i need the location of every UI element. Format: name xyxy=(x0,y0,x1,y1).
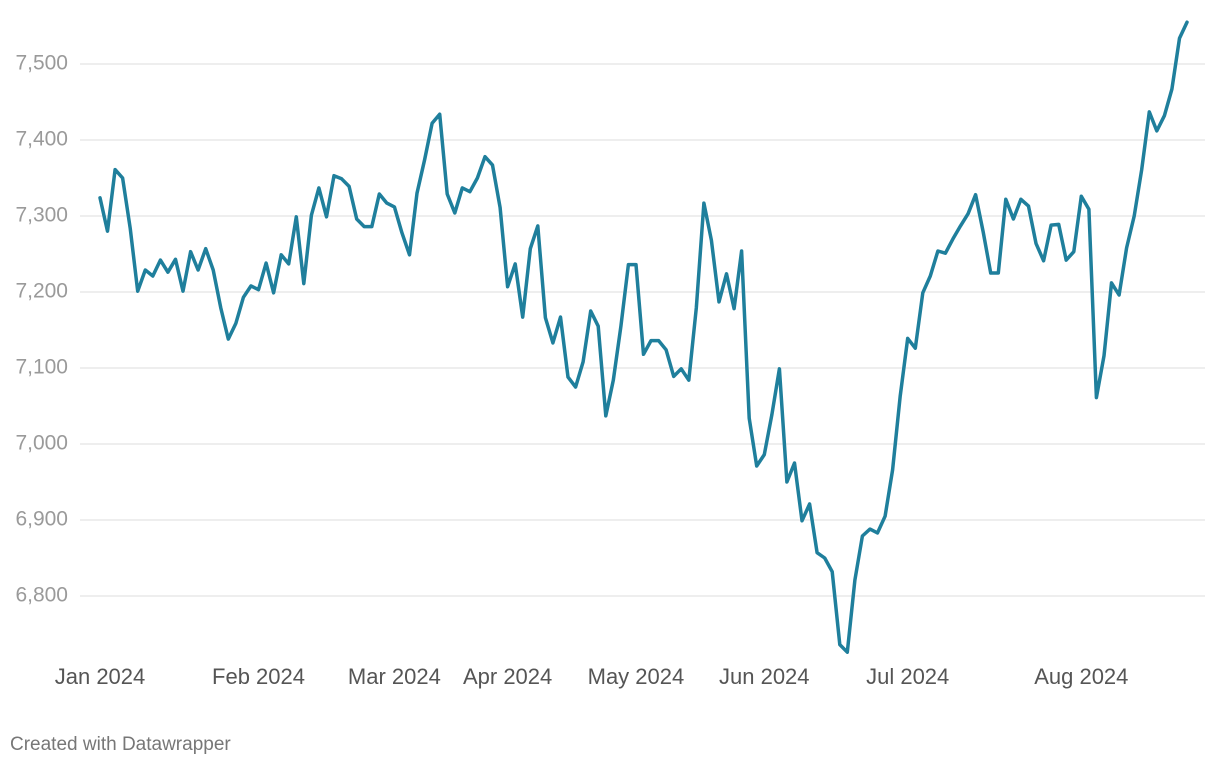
footer: Created with Datawrapper xyxy=(10,734,231,755)
y-tick-label: 7,300 xyxy=(15,204,68,227)
y-tick-label: 6,800 xyxy=(15,584,68,607)
line xyxy=(98,20,1189,654)
y-tick-label: 6,900 xyxy=(15,508,68,531)
y-tick-label: 7,500 xyxy=(15,52,68,75)
x-tick-label: Jan 2024 xyxy=(55,664,146,689)
y-tick-label: 7,200 xyxy=(15,280,68,303)
y-tick-label: 7,400 xyxy=(15,128,68,151)
x-tick-label: Feb 2024 xyxy=(212,664,305,689)
y-tick-label: 7,000 xyxy=(15,432,68,455)
x-tick-label: Apr 2024 xyxy=(463,664,552,689)
x-tick-label: Aug 2024 xyxy=(1034,664,1128,689)
x-tick-label: Mar 2024 xyxy=(348,664,441,689)
x-tick-label: Jul 2024 xyxy=(866,664,949,689)
y-tick-label: 7,100 xyxy=(15,356,68,379)
x-tick-label: May 2024 xyxy=(588,664,685,689)
x-tick-label: Jun 2024 xyxy=(719,664,810,689)
